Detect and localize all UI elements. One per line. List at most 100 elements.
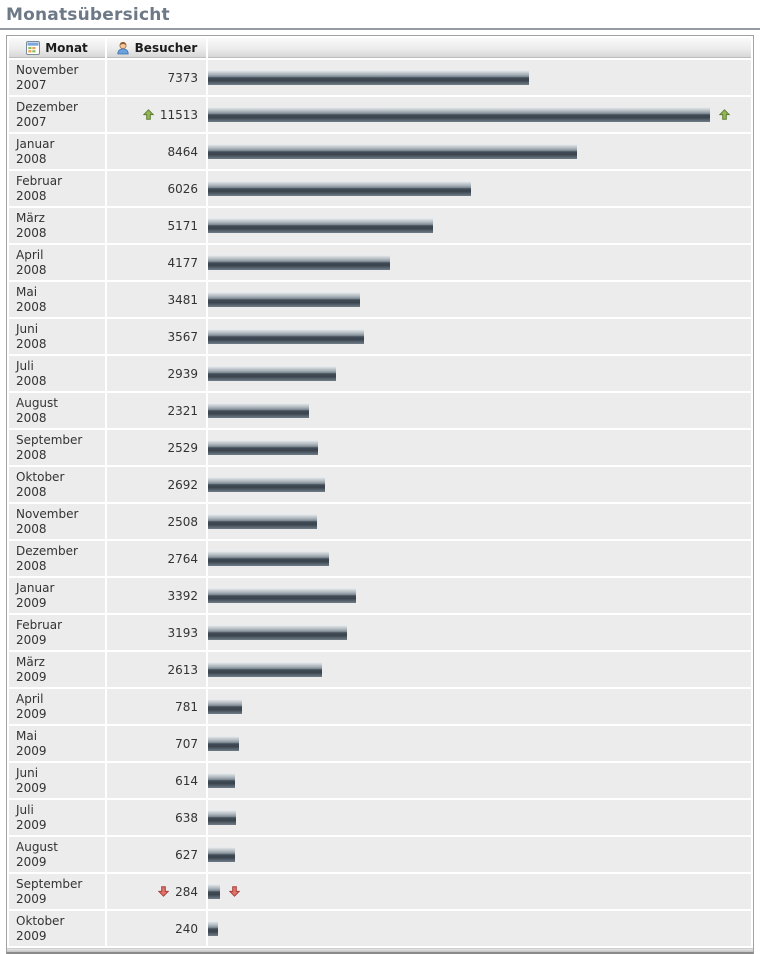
month-cell: Oktober 2009: [9, 911, 105, 946]
visitors-cell: 8464: [107, 134, 206, 169]
visitor-count: 3481: [167, 292, 198, 307]
visitor-icon: [117, 41, 129, 54]
month-name: April: [16, 691, 44, 706]
month-year: 2008: [16, 484, 47, 499]
month-year: 2008: [16, 521, 47, 536]
visitor-count: 627: [175, 847, 198, 862]
visitor-count: 284: [175, 884, 198, 899]
month-cell: Mai 2008: [9, 282, 105, 317]
month-cell: Mai 2009: [9, 726, 105, 761]
visitors-bar: [208, 477, 325, 492]
month-year: 2009: [16, 891, 47, 906]
month-year: 2008: [16, 336, 47, 351]
month-year: 2009: [16, 595, 47, 610]
visitors-bar: [208, 847, 235, 862]
visitors-cell: 2321: [107, 393, 206, 428]
visitors-cell: 7373: [107, 60, 206, 95]
month-cell: Januar 2008: [9, 134, 105, 169]
month-cell: März 2008: [9, 208, 105, 243]
table-body: November 2007 7373 Dezember 2007 11513: [7, 58, 753, 948]
visitors-cell: 627: [107, 837, 206, 872]
month-cell: Dezember 2008: [9, 541, 105, 576]
month-name: August: [16, 839, 58, 854]
month-cell: November 2007: [9, 60, 105, 95]
visitors-bar: [208, 699, 242, 714]
month-name: Januar: [16, 136, 55, 151]
visitor-count: 2321: [167, 403, 198, 418]
visitors-cell: 2764: [107, 541, 206, 576]
month-year: 2008: [16, 151, 47, 166]
trend-down-icon: [229, 886, 240, 897]
visitors-cell: 4177: [107, 245, 206, 280]
visitor-count: 2529: [167, 440, 198, 455]
month-name: Mai: [16, 728, 38, 743]
visitors-bar: [208, 884, 220, 899]
visitor-count: 2692: [167, 477, 198, 492]
month-cell: Januar 2009: [9, 578, 105, 613]
bar-cell: [208, 578, 751, 613]
visitors-bar: [208, 551, 329, 566]
visitors-cell: 240: [107, 911, 206, 946]
month-name: März: [16, 210, 45, 225]
visitor-count: 3567: [167, 329, 198, 344]
bar-cell: [208, 208, 751, 243]
bar-cell: [208, 393, 751, 428]
month-name: Juni: [16, 765, 39, 780]
calendar-icon: [26, 40, 41, 55]
visitors-bar: [208, 181, 471, 196]
visitor-count: 6026: [167, 181, 198, 196]
month-year: 2008: [16, 373, 47, 388]
visitors-bar: [208, 662, 322, 677]
month-name: September: [16, 876, 83, 891]
visitor-count: 7373: [167, 70, 198, 85]
visitors-bar: [208, 514, 317, 529]
month-year: 2009: [16, 632, 47, 647]
bar-cell: [208, 874, 751, 909]
bar-cell: [208, 800, 751, 835]
visitors-cell: 3567: [107, 319, 206, 354]
bar-cell: [208, 282, 751, 317]
month-year: 2008: [16, 558, 47, 573]
bar-cell: [208, 763, 751, 798]
visitor-count: 614: [175, 773, 198, 788]
bar-cell: [208, 171, 751, 206]
visitors-bar: [208, 218, 433, 233]
month-year: 2009: [16, 669, 47, 684]
column-header-besucher[interactable]: Besucher: [107, 38, 206, 58]
visitors-cell: 2939: [107, 356, 206, 391]
month-cell: November 2008: [9, 504, 105, 539]
month-year: 2009: [16, 817, 47, 832]
month-year: 2008: [16, 225, 47, 240]
table-footer: [7, 948, 753, 952]
month-cell: Juli 2008: [9, 356, 105, 391]
trend-down-icon: [158, 886, 170, 897]
month-year: 2009: [16, 780, 47, 795]
month-cell: September 2009: [9, 874, 105, 909]
visitors-cell: 11513: [107, 97, 206, 132]
month-name: Juli: [16, 802, 34, 817]
bar-cell: [208, 319, 751, 354]
month-cell: Februar 2008: [9, 171, 105, 206]
visitors-cell: 3193: [107, 615, 206, 650]
month-year: 2008: [16, 262, 47, 277]
visitors-cell: 707: [107, 726, 206, 761]
month-name: Januar: [16, 580, 55, 595]
month-cell: September 2008: [9, 430, 105, 465]
month-name: Oktober: [16, 469, 65, 484]
month-year: 2009: [16, 928, 47, 943]
month-year: 2009: [16, 854, 47, 869]
column-header-monat[interactable]: Monat: [9, 38, 105, 58]
bar-cell: [208, 245, 751, 280]
month-cell: Oktober 2008: [9, 467, 105, 502]
visitors-cell: 2613: [107, 652, 206, 687]
bar-cell: [208, 911, 751, 946]
month-cell: Juni 2009: [9, 763, 105, 798]
month-year: 2008: [16, 447, 47, 462]
month-year: 2007: [16, 77, 47, 92]
visitor-count: 5171: [167, 218, 198, 233]
visitor-count: 707: [175, 736, 198, 751]
trend-up-icon: [142, 109, 154, 120]
month-name: August: [16, 395, 58, 410]
visitors-bar: [208, 366, 336, 381]
bar-cell: [208, 60, 751, 95]
